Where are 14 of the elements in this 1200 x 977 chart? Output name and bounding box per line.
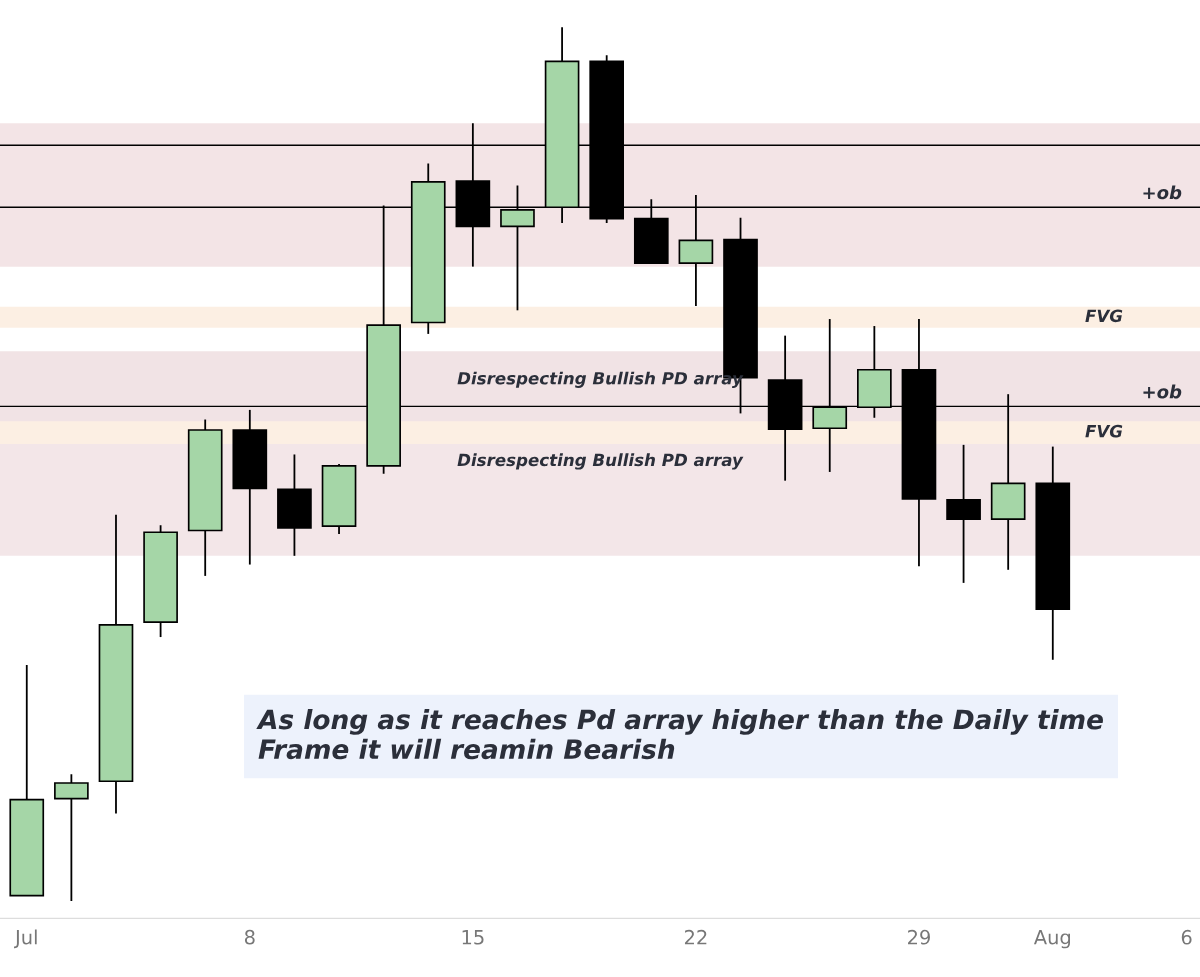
annotation: As long as it reaches Pd array higher than the Daily time Frame it will reamin Bearish — [256, 709, 1103, 760]
x-tick-label: 8 — [244, 929, 255, 945]
ref-line-label: +ob — [1143, 185, 1182, 200]
x-tick-label: 15 — [462, 930, 484, 945]
candlestick — [946, 443, 981, 584]
x-tick-label: 29 — [908, 929, 930, 945]
x-tick-label: 22 — [684, 929, 707, 945]
band-label: FVG — [1085, 424, 1123, 438]
ref-line-label: +ob — [1143, 384, 1182, 399]
x-tick-label: 6 — [1181, 929, 1192, 945]
x-tick-label: Aug — [1033, 930, 1071, 949]
band-label: FVG — [1085, 309, 1123, 323]
band-label: Disrespecting Bullish PD array — [457, 453, 744, 470]
x-tick-label: Jul — [14, 929, 37, 949]
